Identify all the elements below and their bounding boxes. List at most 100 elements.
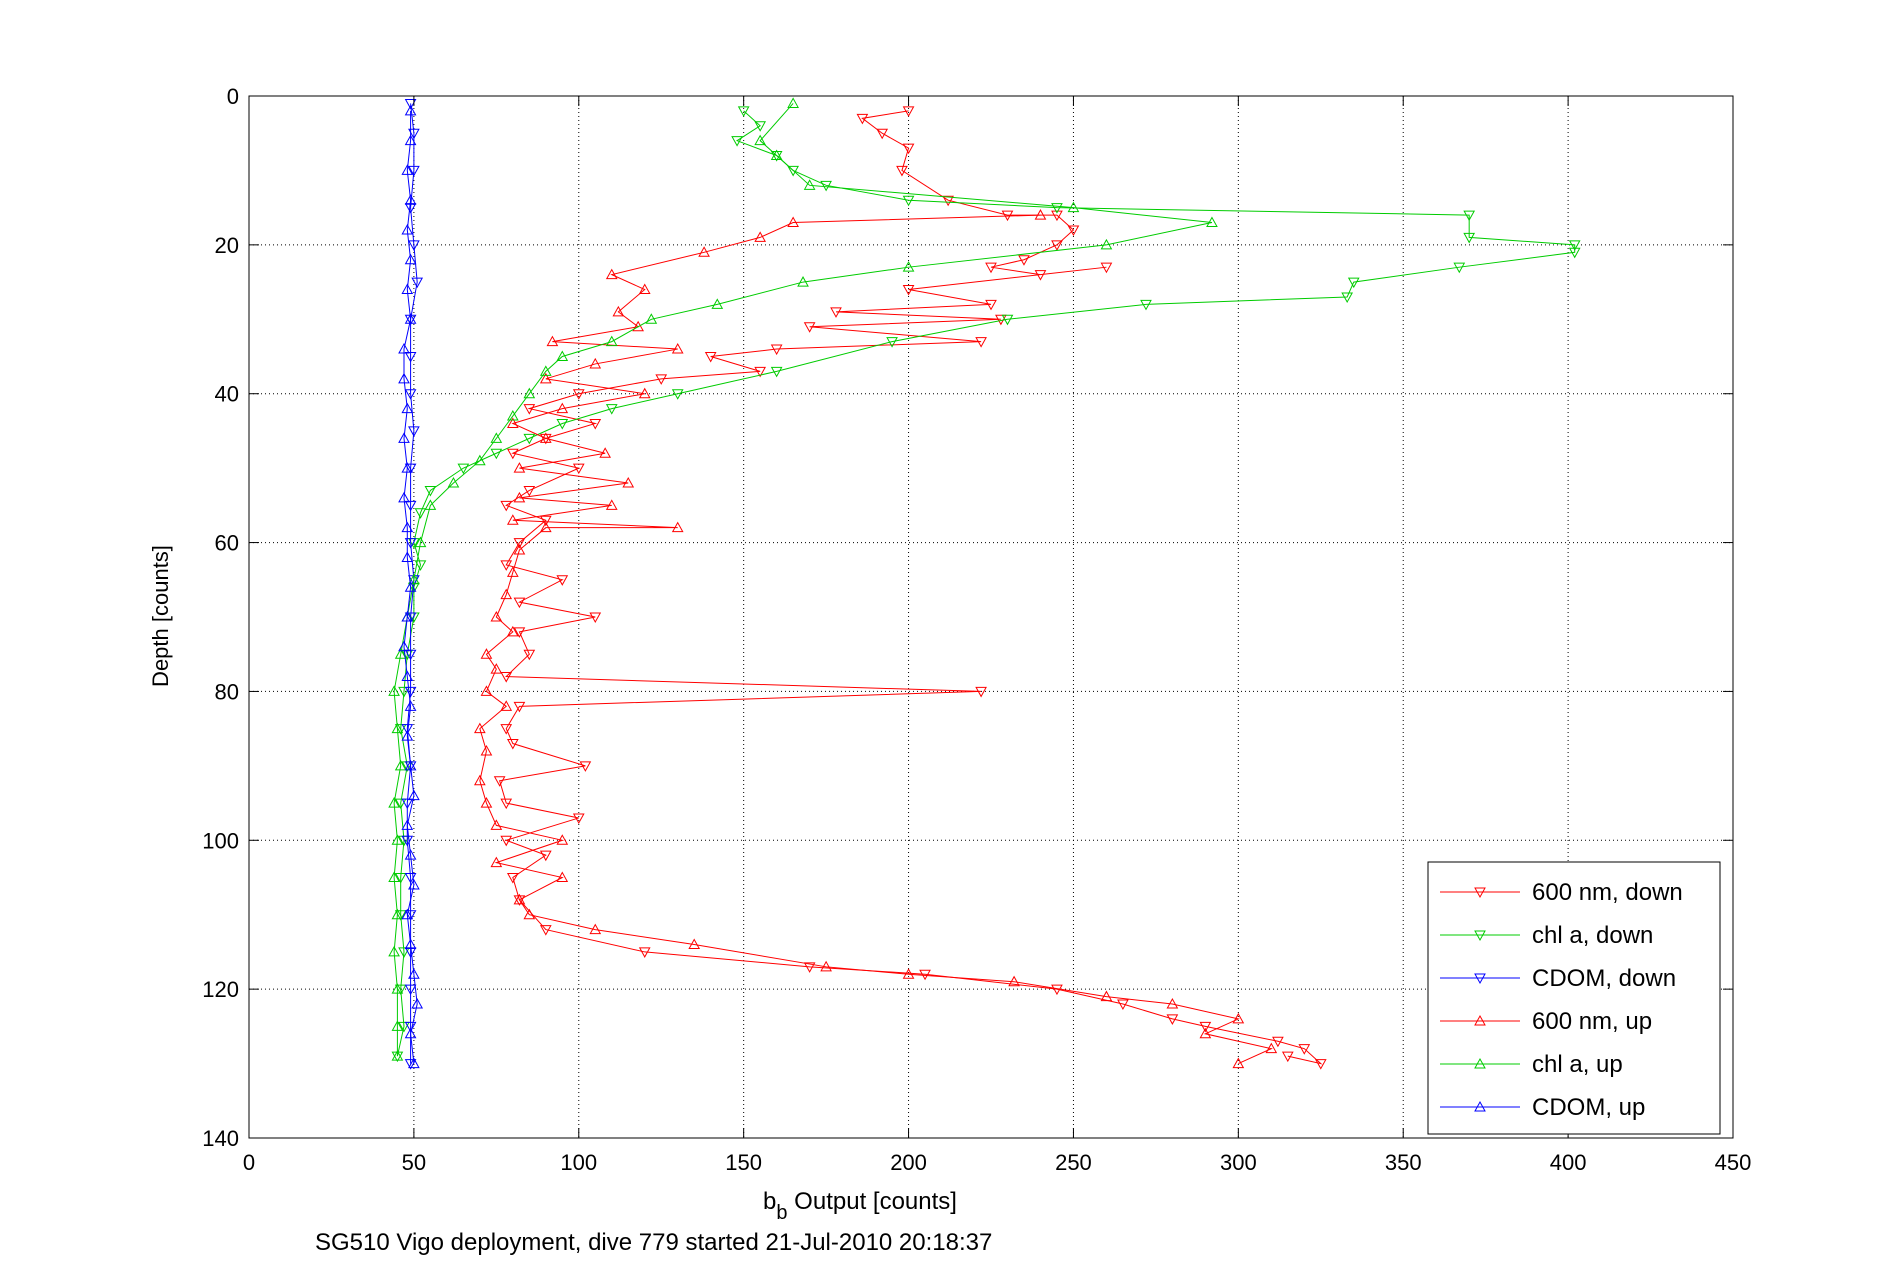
data-point	[803, 962, 816, 973]
data-point	[394, 759, 407, 771]
data-point	[655, 374, 668, 385]
data-point	[394, 648, 407, 659]
data-point	[556, 575, 569, 586]
data-point	[388, 871, 400, 882]
data-point	[539, 365, 552, 376]
data-point	[404, 849, 417, 860]
data-point	[539, 372, 552, 384]
data-point	[394, 798, 407, 810]
data-point	[500, 700, 513, 711]
data-point	[1051, 984, 1063, 996]
data-point	[886, 337, 898, 348]
data-point	[404, 938, 417, 949]
x-tick-label: 0	[243, 1150, 255, 1175]
data-point	[612, 305, 625, 317]
data-point	[787, 165, 799, 177]
data-point	[902, 968, 915, 979]
series-cdom-up	[398, 104, 424, 1069]
legend-label: CDOM, up	[1532, 1094, 1645, 1121]
data-point	[394, 984, 407, 996]
x-axis-label-rest: Output [counts]	[788, 1188, 957, 1215]
data-point	[473, 722, 486, 734]
y-tick-label: 20	[215, 233, 239, 258]
x-tick-label: 350	[1385, 1150, 1422, 1175]
data-point	[401, 283, 414, 295]
y-tick-label: 40	[215, 382, 239, 407]
data-point	[605, 499, 618, 510]
data-point	[1051, 203, 1063, 214]
data-point	[589, 357, 602, 369]
data-point	[1298, 1044, 1311, 1055]
y-tick-label: 100	[202, 828, 239, 853]
legend-label: CDOM, down	[1532, 965, 1676, 992]
data-point	[902, 285, 915, 296]
data-point	[404, 649, 417, 661]
data-point	[698, 246, 710, 257]
data-point	[506, 625, 519, 637]
data-point	[1463, 210, 1476, 222]
data-point	[398, 432, 410, 443]
data-point	[480, 685, 493, 696]
legend-label: 600 nm, up	[1532, 1008, 1652, 1035]
data-point	[398, 686, 410, 698]
x-tick-label: 300	[1220, 1150, 1257, 1175]
legend: 600 nm, down chl a, down CDOM, down 600 nm,…	[1427, 861, 1721, 1135]
legend-marker	[1474, 1100, 1486, 1112]
data-point	[408, 789, 420, 801]
data-point	[1100, 262, 1113, 274]
data-point	[401, 819, 414, 830]
data-point	[523, 387, 536, 399]
data-point	[1341, 292, 1354, 303]
data-point	[391, 1050, 404, 1061]
data-point	[408, 240, 420, 251]
data-point	[1314, 1059, 1327, 1070]
legend-marker	[1474, 930, 1486, 942]
data-point	[506, 873, 519, 884]
legend-item: 600 nm, up	[1440, 1008, 1652, 1035]
data-point	[523, 485, 536, 497]
data-point	[490, 663, 503, 674]
data-point	[1166, 1014, 1179, 1025]
data-point	[513, 893, 526, 905]
legend-marker	[1474, 1057, 1486, 1069]
data-point	[523, 908, 536, 920]
data-point	[513, 538, 526, 549]
data-point	[388, 945, 400, 957]
data-point	[506, 739, 519, 750]
data-point	[523, 433, 536, 445]
data-point	[770, 149, 783, 161]
data-point	[473, 454, 486, 466]
data-point	[1166, 997, 1179, 1009]
data-point	[579, 761, 592, 772]
data-point	[572, 463, 585, 475]
data-point	[490, 856, 503, 868]
data-point	[754, 121, 767, 132]
data-point	[401, 798, 414, 810]
data-point	[1232, 1057, 1245, 1069]
data-point	[490, 819, 503, 830]
data-point	[398, 640, 410, 652]
data-point	[408, 165, 420, 177]
y-axis-label: Depth [counts]	[148, 545, 173, 687]
data-point	[513, 627, 526, 638]
data-point	[1347, 277, 1360, 289]
data-point	[572, 389, 585, 400]
data-point	[391, 722, 404, 734]
data-point	[388, 797, 400, 808]
data-point	[391, 983, 404, 994]
data-point	[539, 521, 552, 533]
data-point	[671, 389, 684, 400]
data-point	[556, 402, 569, 414]
data-point	[506, 410, 519, 421]
data-point	[490, 432, 503, 443]
data-point	[404, 500, 417, 512]
data-point	[401, 223, 414, 235]
data-point	[394, 724, 407, 735]
data-point	[1265, 1042, 1278, 1054]
data-point	[704, 352, 717, 363]
data-point	[539, 432, 552, 443]
data-point	[404, 612, 417, 624]
data-point	[556, 871, 569, 882]
data-point	[404, 759, 417, 771]
